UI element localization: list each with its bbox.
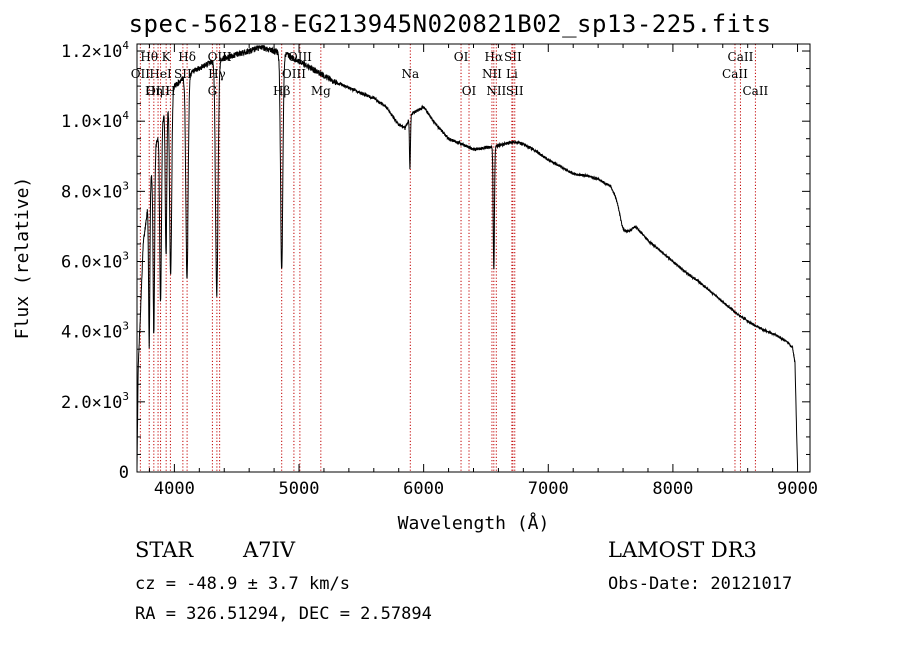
line-marker-label: SII xyxy=(506,84,524,98)
y-tick-label: 6.0×103 xyxy=(61,250,129,273)
spectrum-line xyxy=(136,44,798,469)
line-marker-label: HeI xyxy=(149,67,172,81)
x-tick-label: 8000 xyxy=(652,479,693,499)
line-marker-label: Hβ xyxy=(273,84,290,98)
observation-date: Obs-Date: 20121017 xyxy=(608,574,793,594)
object-subclass: A7IV xyxy=(243,538,295,562)
line-marker-label: SII xyxy=(174,67,192,81)
y-tick-label: 1.2×104 xyxy=(61,39,129,62)
chart-title: spec-56218-EG213945N020821B02_sp13-225.f… xyxy=(128,10,772,38)
coordinates: RA = 326.51294, DEC = 2.57894 xyxy=(135,604,432,624)
x-tick-label: 7000 xyxy=(528,479,569,499)
x-tick-label: 9000 xyxy=(777,479,818,499)
y-tick-label: 4.0×103 xyxy=(61,320,129,343)
line-marker-label: NII xyxy=(482,67,502,81)
redshift-cz: cz = -48.9 ± 3.7 km/s xyxy=(135,574,350,594)
line-marker-label: CaII xyxy=(728,50,754,64)
x-tick-label: 6000 xyxy=(403,479,444,499)
y-tick-label: 2.0×103 xyxy=(61,390,129,413)
plot-frame xyxy=(136,43,811,473)
line-marker-label: Hθ xyxy=(140,50,158,64)
line-marker-label: H xyxy=(165,84,175,98)
line-marker-label: CaII xyxy=(742,84,768,98)
x-tick-label: 4000 xyxy=(154,479,195,499)
line-marker-label: Hδ xyxy=(178,50,196,64)
x-tick-label: 5000 xyxy=(279,479,320,499)
y-tick-label: 1.0×104 xyxy=(61,109,129,132)
line-marker-label: G xyxy=(208,84,218,98)
line-marker-label: SII xyxy=(504,50,522,64)
x-axis-label: Wavelength (Å) xyxy=(398,512,550,534)
axis-ticks: 4000 5000 6000 7000 8000 9000 0 2.0×103 4.0×103 6… xyxy=(61,39,818,499)
object-class: STAR xyxy=(135,538,194,562)
line-marker-label: Mg xyxy=(311,84,331,98)
line-marker-label: Hη xyxy=(145,84,163,98)
line-marker-label: OI xyxy=(454,50,469,64)
line-marker-label: NII xyxy=(486,84,506,98)
line-marker-label: K xyxy=(162,50,172,64)
line-marker-label: CaII xyxy=(722,67,748,81)
survey-name: LAMOST DR3 xyxy=(608,538,757,562)
line-marker-label: OIII xyxy=(282,67,306,81)
line-marker-label: Li xyxy=(506,67,518,81)
line-marker-label: Hγ xyxy=(208,67,226,81)
line-marker-label: OIII xyxy=(146,84,170,98)
y-axis-label: Flux (relative) xyxy=(12,177,33,340)
y-tick-label: 8.0×103 xyxy=(61,179,129,202)
line-marker-label: Hα xyxy=(485,50,504,64)
line-marker-label: Na xyxy=(401,67,419,81)
line-marker-label: OI xyxy=(462,84,477,98)
y-tick-label: 0 xyxy=(119,463,129,483)
line-marker-label: OII xyxy=(131,67,151,81)
line-marker-label: OIII xyxy=(208,50,232,64)
